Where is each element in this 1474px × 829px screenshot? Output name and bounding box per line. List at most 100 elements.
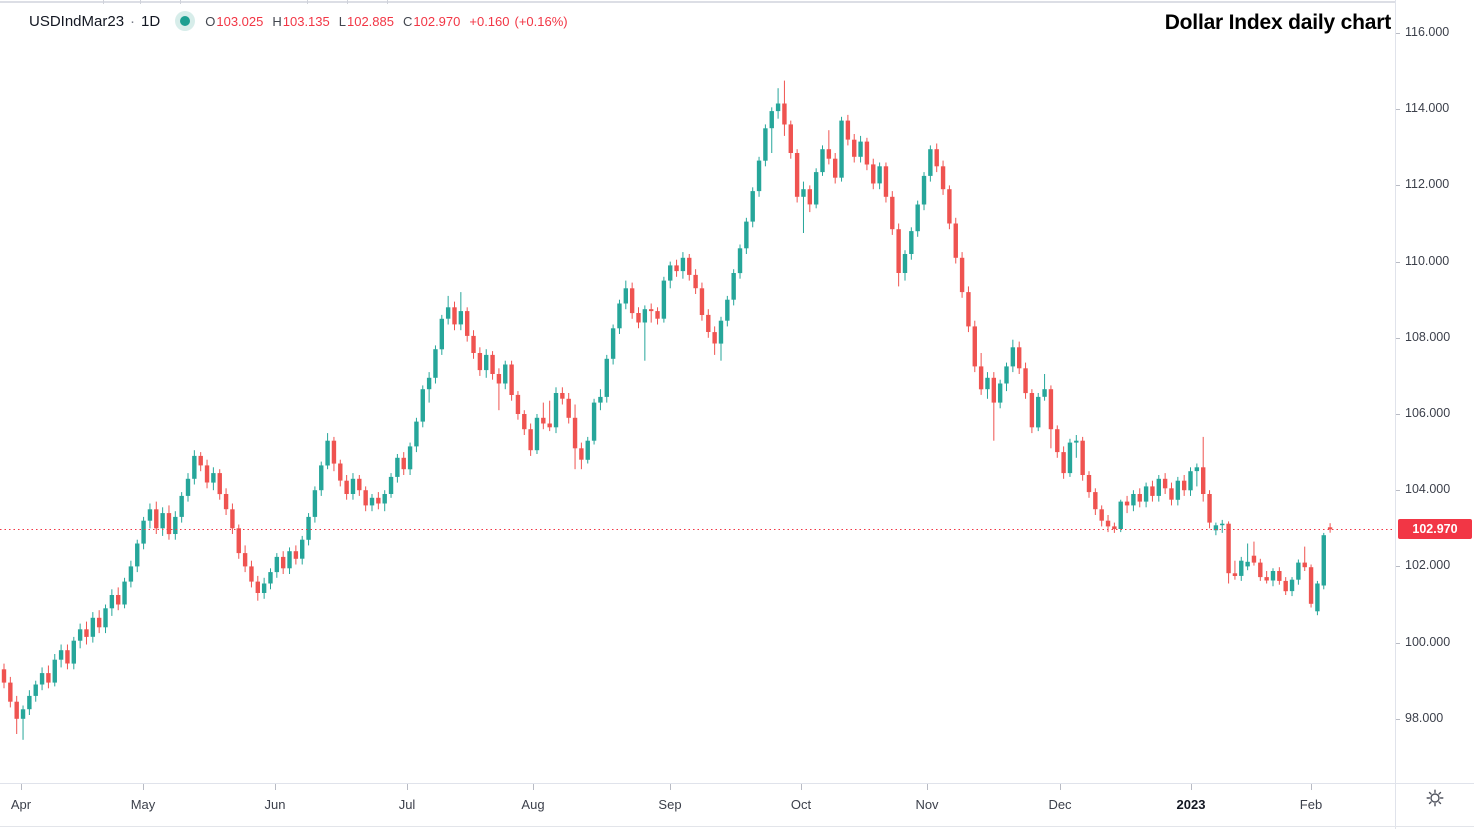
candle	[598, 389, 603, 411]
time-tick-label: Apr	[10, 797, 32, 812]
candle	[39, 667, 45, 691]
candle	[160, 507, 165, 536]
candle	[77, 623, 83, 649]
last-price-label: 102.970	[1398, 519, 1472, 540]
candle	[712, 326, 717, 355]
time-tick-mark	[21, 784, 22, 790]
chart-title: Dollar Index daily chart	[1164, 11, 1391, 34]
candle	[369, 494, 375, 512]
candle	[1036, 393, 1041, 432]
candle	[1181, 475, 1187, 496]
candle	[1150, 480, 1155, 502]
scale-settings-button[interactable]	[1424, 787, 1446, 809]
candle	[871, 158, 876, 190]
price-tick-mark	[1396, 338, 1400, 339]
price-tick-mark	[1396, 185, 1400, 186]
high-value: 103.135	[282, 13, 330, 29]
candle	[858, 135, 863, 163]
candle	[395, 454, 400, 483]
candle	[832, 153, 838, 184]
candle	[680, 252, 686, 279]
candle	[8, 676, 13, 708]
candle	[490, 351, 495, 380]
candle	[452, 301, 457, 331]
candle	[1289, 577, 1295, 597]
time-tick-mark	[927, 784, 928, 790]
candle	[1162, 473, 1168, 494]
interval-label[interactable]: 1D	[141, 12, 161, 30]
time-tick-mark	[275, 784, 276, 790]
close-label: C	[402, 13, 413, 29]
price-tick-mark	[1396, 109, 1400, 110]
time-tick-mark	[801, 784, 802, 790]
candle	[14, 695, 19, 734]
candle	[198, 452, 203, 472]
candle	[484, 349, 489, 378]
candle	[896, 223, 901, 287]
price-tick-mark	[1396, 719, 1400, 720]
toolbar-divider-stub	[103, 0, 104, 4]
candle	[515, 391, 521, 420]
time-tick-label: Aug	[521, 797, 545, 812]
legend-separator: ·	[130, 12, 136, 30]
candle	[801, 181, 806, 233]
price-tick-label: 100.000	[1405, 635, 1451, 649]
candle	[794, 149, 800, 203]
candle	[947, 185, 952, 230]
candle	[1321, 532, 1326, 590]
candle	[496, 368, 502, 411]
candle	[52, 654, 57, 687]
candle	[693, 269, 698, 294]
candle	[471, 330, 476, 359]
candle	[1245, 543, 1250, 571]
symbol-name[interactable]: USDIndMar23	[29, 12, 125, 30]
candle	[268, 568, 273, 590]
candle	[116, 587, 121, 611]
candle	[1283, 577, 1288, 595]
candle	[1258, 558, 1263, 581]
time-tick-label: Nov	[915, 797, 939, 812]
candle	[763, 124, 768, 167]
candle	[420, 385, 425, 428]
candle	[261, 577, 267, 599]
candle	[382, 490, 387, 512]
price-tick-mark	[1396, 33, 1400, 34]
candle	[1327, 523, 1333, 533]
candle	[312, 486, 318, 523]
candle	[648, 303, 654, 323]
candle	[718, 316, 724, 361]
candle	[940, 160, 946, 195]
candle	[1226, 521, 1231, 584]
toolbar-divider-stub	[387, 0, 388, 4]
candle	[249, 560, 254, 588]
candle	[211, 467, 216, 491]
open-label: O	[205, 13, 216, 29]
candle	[306, 513, 311, 546]
candle	[1308, 564, 1314, 608]
candle	[1118, 499, 1123, 533]
bottom-window-edge	[0, 826, 1474, 827]
candle	[217, 469, 222, 500]
price-axis[interactable]: 102.970 116.000 114.000 112.000 110.000 108.…	[1395, 0, 1474, 783]
time-axis[interactable]: Apr May Jun Jul Aug Sep Oct Nov Dec 2023 Feb	[0, 783, 1474, 829]
candle	[90, 612, 96, 643]
candle	[1124, 495, 1130, 514]
candle	[737, 244, 743, 279]
price-tick-mark	[1396, 262, 1400, 263]
price-tick-mark	[1396, 566, 1400, 567]
candle	[401, 452, 406, 475]
time-tick-mark	[670, 784, 671, 790]
candle	[1213, 522, 1219, 536]
candle	[972, 320, 977, 373]
candle	[20, 705, 26, 740]
candle	[173, 511, 178, 540]
candle	[1010, 339, 1016, 373]
candle	[845, 114, 851, 146]
candle	[503, 360, 508, 390]
candle	[997, 379, 1003, 409]
candle	[541, 402, 546, 430]
candle	[122, 577, 127, 609]
candle	[909, 227, 914, 260]
candle	[166, 505, 172, 540]
